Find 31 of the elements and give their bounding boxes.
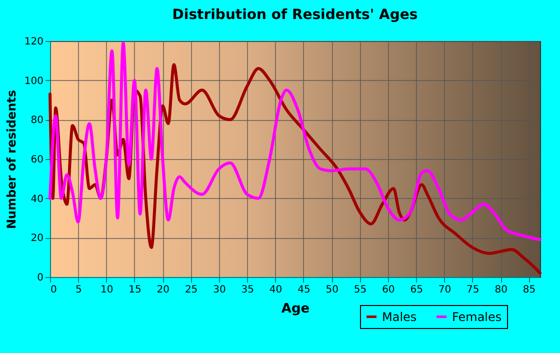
chart-title: Distribution of Residents' Ages (172, 7, 418, 23)
legend-label: Males (382, 310, 417, 324)
y-tick-label: 20 (30, 233, 44, 244)
legend-label: Females (452, 310, 502, 324)
x-tick-label: 70 (438, 284, 452, 296)
x-tick-label: 55 (354, 284, 367, 296)
x-tick-label: 75 (466, 284, 480, 296)
x-tick-label: 0 (50, 284, 57, 296)
y-tick-label: 120 (24, 36, 44, 48)
y-tick-label: 60 (30, 154, 44, 166)
x-tick-label: 30 (213, 284, 226, 296)
x-tick-label: 65 (410, 284, 423, 296)
x-tick-label: 25 (184, 284, 198, 296)
x-tick-label: 60 (382, 284, 395, 296)
x-axis-title: Age (281, 302, 310, 316)
x-tick-label: 35 (241, 284, 254, 296)
x-tick-label: 85 (522, 284, 536, 296)
y-tick-label: 80 (30, 115, 44, 126)
y-axis-title: Number of residents (4, 90, 18, 230)
y-tick-label: 100 (24, 76, 44, 87)
x-tick-label: 40 (269, 284, 282, 296)
x-tick-label: 10 (100, 284, 114, 296)
x-tick-label: 5 (75, 284, 82, 296)
x-tick-label: 80 (494, 284, 508, 296)
x-tick-label: 50 (326, 284, 338, 296)
x-tick-label: 15 (128, 284, 142, 296)
y-tick-label: 0 (37, 272, 44, 284)
x-tick-label: 45 (298, 284, 310, 296)
line-series (48, 41, 542, 242)
x-tick-label: 20 (156, 284, 170, 296)
y-tick-label: 40 (30, 194, 44, 205)
